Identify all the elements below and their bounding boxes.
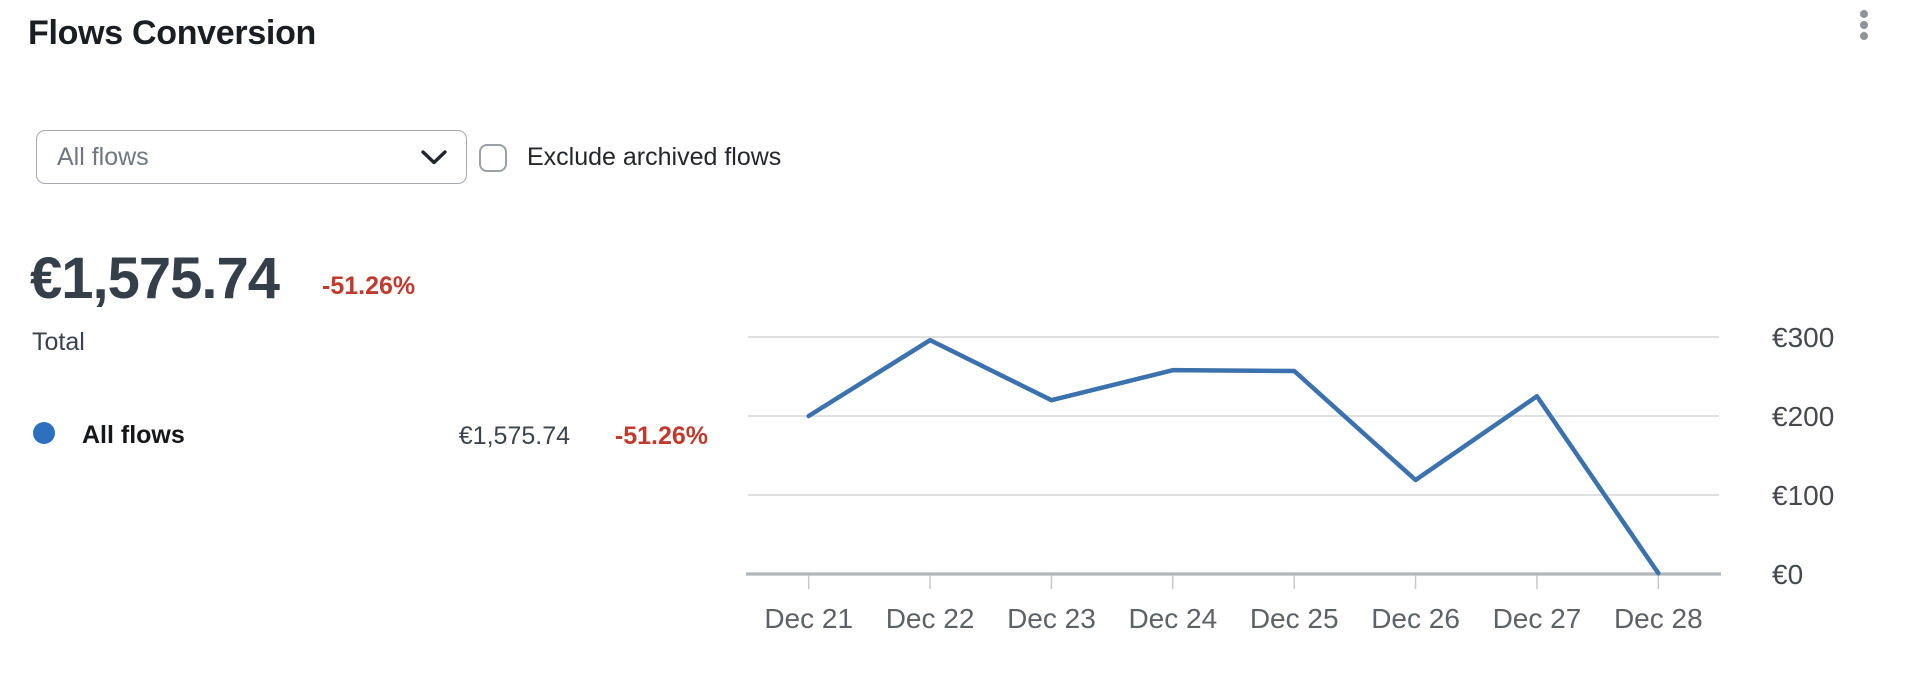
kebab-dot [1860,10,1868,18]
x-axis-tick-label: Dec 24 [1128,603,1217,634]
y-axis-tick-label: €100 [1772,480,1834,511]
x-axis-tick-label: Dec 22 [886,603,975,634]
chevron-down-icon [421,150,447,165]
exclude-archived-checkbox[interactable] [479,143,507,172]
x-axis-tick-label: Dec 23 [1007,603,1096,634]
exclude-archived-label[interactable]: Exclude archived flows [527,143,782,171]
series-color-dot [33,422,55,444]
x-axis-tick-label: Dec 27 [1493,603,1582,634]
y-axis-tick-label: €300 [1772,322,1834,353]
total-conversion-value: €1,575.74 [30,246,280,311]
flows-select[interactable]: All flows [36,130,467,184]
flows-select-value: All flows [57,142,149,171]
kebab-dot [1860,32,1868,40]
x-axis-tick-label: Dec 28 [1614,603,1703,634]
kebab-dot [1860,21,1868,29]
x-axis-tick-label: Dec 21 [764,603,853,634]
page-title: Flows Conversion [28,14,317,52]
series-line-all-flows [806,337,1661,576]
legend-row-all-flows[interactable]: All flows €1,575.74 -51.26% [0,419,740,450]
kebab-menu-icon[interactable] [1854,10,1874,44]
legend-series-value: €1,575.74 [458,422,570,450]
y-axis-tick-label: €0 [1772,559,1803,590]
y-axis-tick-label: €200 [1772,401,1834,432]
x-axis-tick-label: Dec 25 [1250,603,1339,634]
exclude-archived-control[interactable]: Exclude archived flows [479,143,781,172]
x-axis-tick-label: Dec 26 [1371,603,1460,634]
legend-series-label: All flows [82,421,185,449]
legend-series-change: -51.26% [614,422,708,450]
total-change-badge: -51.26% [322,272,416,300]
total-label: Total [32,328,85,356]
